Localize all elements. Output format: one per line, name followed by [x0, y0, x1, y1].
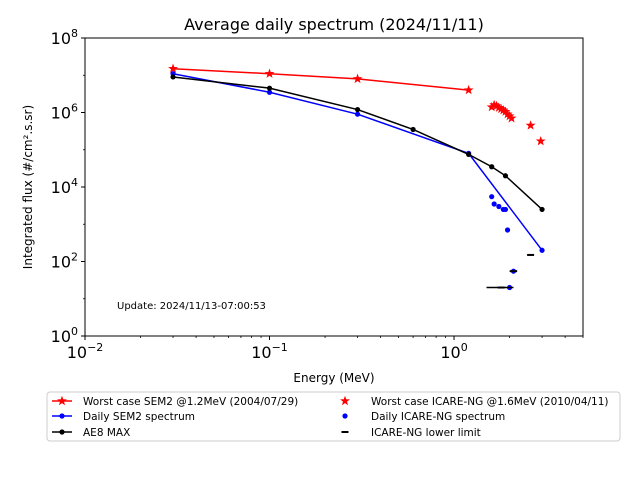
series-3 — [486, 99, 546, 146]
series-4-point-5 — [504, 227, 511, 233]
series-0-point-2 — [352, 73, 363, 84]
legend-item-3: Daily ICARE-NG spectrum — [342, 411, 505, 423]
series-0-point-1 — [264, 68, 275, 78]
series-2-point-3 — [410, 126, 416, 133]
series-2-point-7 — [539, 206, 545, 213]
series-3-point-11 — [535, 135, 546, 146]
series-2-line — [172, 76, 543, 210]
legend-marker-2 — [59, 413, 65, 419]
series-3-point-2 — [491, 100, 502, 111]
series-3-point-9 — [506, 113, 517, 123]
y-tick-label-1: 102 — [51, 251, 78, 272]
legend-items: Worst case SEM2 @1.2MeV (2004/07/29) Wors… — [52, 395, 609, 439]
legend-label-4: AE8 MAX — [83, 427, 130, 439]
legend-label-3: Daily ICARE-NG spectrum — [371, 411, 505, 423]
x-tick-label-1: 10−1 — [251, 341, 288, 362]
series-4-point-4 — [502, 206, 509, 213]
series-2-point-5 — [489, 164, 495, 170]
x-tick-label-2: 100 — [440, 341, 467, 362]
y-tick-label-3: 106 — [51, 102, 78, 123]
series-3-point-0 — [486, 101, 497, 112]
series-2-point-4 — [466, 151, 472, 158]
legend-item-4: AE8 MAX — [52, 427, 130, 439]
legend-marker-1 — [340, 395, 350, 406]
y-tick-label-2: 104 — [51, 176, 78, 197]
legend-marker-4 — [59, 429, 65, 435]
series-3-point-5 — [498, 105, 509, 115]
legend-label-5: ICARE-NG lower limit — [371, 427, 481, 439]
series-2 — [170, 74, 545, 213]
legend-marker-3 — [342, 413, 348, 419]
plot-area — [85, 38, 583, 336]
x-axis-ticks: 10−2 10−1 100 — [67, 336, 584, 362]
legend: Worst case SEM2 @1.2MeV (2004/07/29) Wors… — [46, 391, 621, 442]
legend-item-0: Worst case SEM2 @1.2MeV (2004/07/29) — [52, 395, 298, 408]
legend-label-1: Worst case ICARE-NG @1.6MeV (2010/04/11) — [371, 396, 609, 408]
legend-box — [46, 391, 621, 442]
y-axis-label: Integrated flux (#/cm².s.sr) — [21, 105, 35, 269]
series-1-point-1 — [266, 89, 273, 95]
series-0-line — [173, 67, 469, 91]
y-tick-label-4: 108 — [51, 27, 78, 48]
y-axis-ticks: 100 102 104 106 108 — [51, 27, 85, 346]
series-2-point-1 — [266, 85, 273, 91]
legend-item-1: Worst case ICARE-NG @1.6MeV (2010/04/11) — [340, 395, 609, 408]
series-5 — [486, 253, 535, 289]
x-axis-label: Energy (MeV) — [293, 371, 374, 385]
series-3-point-8 — [504, 110, 515, 121]
series-4-point-0 — [489, 194, 495, 200]
update-annotation: Update: 2024/11/13-07:00:53 — [117, 301, 266, 312]
series-3-point-6 — [500, 106, 511, 116]
legend-label-0: Worst case SEM2 @1.2MeV (2004/07/29) — [83, 396, 298, 408]
legend-item-2: Daily SEM2 spectrum — [52, 411, 195, 423]
series-1-point-2 — [354, 111, 361, 117]
series-4-point-1 — [491, 201, 497, 207]
legend-marker-0 — [57, 395, 67, 406]
legend-item-5: ICARE-NG lower limit — [341, 427, 481, 439]
series-3-point-7 — [502, 109, 513, 119]
series-0-point-3 — [463, 84, 474, 95]
series-layer — [168, 63, 546, 291]
series-2-point-0 — [170, 74, 176, 80]
y-tick-label-0: 100 — [51, 325, 78, 346]
series-3-point-10 — [525, 120, 536, 130]
series-3-point-3 — [493, 102, 504, 112]
series-0-point-0 — [168, 63, 178, 73]
series-1-point-4 — [539, 247, 545, 253]
x-tick-label-0: 10−2 — [67, 341, 104, 362]
series-3-point-4 — [496, 103, 507, 114]
series-0 — [168, 63, 474, 95]
legend-label-2: Daily SEM2 spectrum — [83, 411, 195, 423]
chart-title: Average daily spectrum (2024/11/11) — [184, 15, 484, 34]
series-4-point-2 — [496, 203, 502, 210]
series-2-point-2 — [354, 106, 361, 113]
series-2-point-6 — [502, 173, 509, 179]
